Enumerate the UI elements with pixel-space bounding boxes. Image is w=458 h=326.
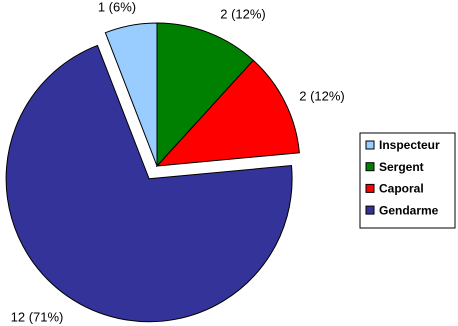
legend-label: Inspecteur — [379, 138, 440, 152]
legend-label: Caporal — [379, 182, 424, 196]
legend-box — [359, 132, 456, 229]
legend-label: Sergent — [379, 160, 424, 174]
legend-swatch — [365, 183, 375, 193]
pie-slice — [156, 22, 255, 168]
data-label: 2 (12%) — [220, 6, 266, 21]
legend-swatch — [365, 140, 375, 150]
legend-swatch — [365, 205, 375, 215]
data-label: 2 (12%) — [299, 88, 345, 103]
data-label: 12 (71%) — [11, 309, 64, 324]
pie-slice — [155, 59, 300, 167]
legend-label: Gendarme — [379, 203, 439, 217]
legend: Inspecteur Sergent Caporal Gendarme — [359, 132, 456, 229]
pie-slice — [5, 44, 293, 323]
data-label: 1 (6%) — [98, 0, 136, 14]
legend-swatch — [365, 162, 375, 172]
